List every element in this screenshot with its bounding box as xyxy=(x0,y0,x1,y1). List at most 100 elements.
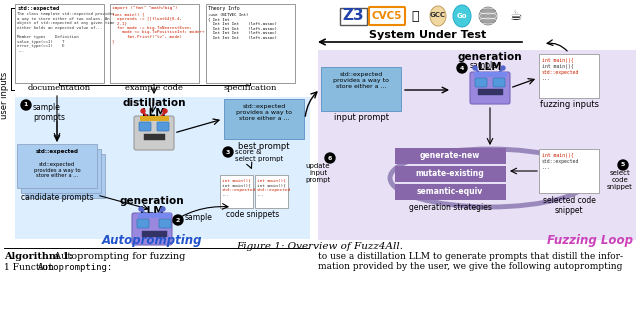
FancyBboxPatch shape xyxy=(255,175,287,208)
FancyBboxPatch shape xyxy=(539,54,599,98)
Text: generation strategies: generation strategies xyxy=(408,203,492,212)
FancyBboxPatch shape xyxy=(15,3,104,83)
FancyBboxPatch shape xyxy=(140,116,168,121)
Text: Figure 1: Overview of Fuzz4All.: Figure 1: Overview of Fuzz4All. xyxy=(237,242,403,251)
Text: 3: 3 xyxy=(226,150,230,154)
Text: update
input
prompt: update input prompt xyxy=(305,163,331,183)
Text: candidate prompts: candidate prompts xyxy=(20,193,93,202)
FancyBboxPatch shape xyxy=(17,144,97,188)
FancyBboxPatch shape xyxy=(318,50,636,240)
Text: int main(){: int main(){ xyxy=(222,178,251,182)
FancyBboxPatch shape xyxy=(539,149,599,193)
FancyBboxPatch shape xyxy=(157,122,169,131)
Text: ...: ... xyxy=(542,165,550,170)
Text: ...: ... xyxy=(222,193,230,197)
Text: semantic-equiv: semantic-equiv xyxy=(417,187,483,196)
Circle shape xyxy=(173,215,183,225)
FancyBboxPatch shape xyxy=(321,67,401,111)
Text: user inputs: user inputs xyxy=(1,71,10,119)
Circle shape xyxy=(473,66,477,70)
FancyBboxPatch shape xyxy=(493,78,505,87)
Text: std::expected
provides a way to
store either a ...: std::expected provides a way to store ei… xyxy=(34,156,80,178)
FancyBboxPatch shape xyxy=(141,231,166,236)
Text: ...: ... xyxy=(257,193,265,197)
Text: std::expected: std::expected xyxy=(35,149,79,154)
Text: ;use (BITVEC Int)
{ Int Int
  Int Int Int    (left-assoc)
  Int Int Int    (left: ;use (BITVEC Int) { Int Int Int Int Int … xyxy=(208,13,277,40)
FancyBboxPatch shape xyxy=(132,213,172,245)
Text: LLM: LLM xyxy=(142,108,166,118)
Text: generation: generation xyxy=(120,196,184,206)
Circle shape xyxy=(501,66,505,70)
Text: distillation: distillation xyxy=(122,98,186,108)
Text: documentation: documentation xyxy=(28,84,91,92)
Text: System Under Test: System Under Test xyxy=(369,30,486,40)
FancyBboxPatch shape xyxy=(205,3,294,83)
FancyBboxPatch shape xyxy=(25,154,105,198)
FancyBboxPatch shape xyxy=(137,219,149,228)
Text: sample
prompts: sample prompts xyxy=(33,103,65,122)
Text: int main(){: int main(){ xyxy=(257,183,286,187)
Text: int main(){: int main(){ xyxy=(222,183,251,187)
Circle shape xyxy=(161,207,165,211)
FancyBboxPatch shape xyxy=(394,184,506,200)
Circle shape xyxy=(223,147,233,157)
Circle shape xyxy=(163,109,167,113)
FancyBboxPatch shape xyxy=(470,72,510,104)
Text: fuzzing inputs: fuzzing inputs xyxy=(540,100,598,109)
Text: LLM: LLM xyxy=(478,62,502,72)
Text: std::expected: std::expected xyxy=(222,188,256,192)
Circle shape xyxy=(141,109,145,113)
Circle shape xyxy=(139,207,143,211)
Text: 5: 5 xyxy=(621,163,625,167)
Text: LLM: LLM xyxy=(140,206,164,216)
Text: std::expected: std::expected xyxy=(257,188,291,192)
Text: Theory Info: Theory Info xyxy=(208,6,239,11)
Text: 6: 6 xyxy=(328,155,332,160)
FancyBboxPatch shape xyxy=(15,97,310,239)
Text: Fuzzing Loop: Fuzzing Loop xyxy=(547,234,633,247)
Text: ☕: ☕ xyxy=(509,9,522,23)
Text: example code: example code xyxy=(125,84,183,92)
Text: 4: 4 xyxy=(460,66,464,70)
Text: func main() {
  operands := []float64{0.4,
  2.1}
  for mode := big.ToNearestEve: func main() { operands := []float64{0.4,… xyxy=(112,12,205,44)
Text: 🐓: 🐓 xyxy=(412,10,419,23)
Text: import ("fmt" "math/big"): import ("fmt" "math/big") xyxy=(112,6,178,10)
Ellipse shape xyxy=(430,6,446,26)
FancyBboxPatch shape xyxy=(143,133,164,139)
Text: 1 Function: 1 Function xyxy=(4,263,57,272)
Text: int main(){: int main(){ xyxy=(542,64,573,69)
Text: GCC: GCC xyxy=(430,12,446,18)
Text: 1: 1 xyxy=(24,103,28,108)
Text: int main(){: int main(){ xyxy=(257,178,286,182)
FancyBboxPatch shape xyxy=(21,149,101,193)
FancyBboxPatch shape xyxy=(134,116,174,150)
Text: Z3: Z3 xyxy=(342,9,364,23)
FancyBboxPatch shape xyxy=(224,99,304,139)
Circle shape xyxy=(618,160,628,170)
Text: mutate-existing: mutate-existing xyxy=(415,169,484,178)
Text: Autoprompting for fuzzing: Autoprompting for fuzzing xyxy=(51,252,186,261)
Text: std::expected
provides a way to
store either a ...: std::expected provides a way to store ei… xyxy=(236,104,292,121)
Circle shape xyxy=(325,153,335,163)
Circle shape xyxy=(21,100,31,110)
Text: sample: sample xyxy=(185,214,213,222)
Text: mation provided by the user, we give the following autoprompting: mation provided by the user, we give the… xyxy=(318,262,622,271)
Text: std::expected: std::expected xyxy=(17,6,60,11)
Text: sample: sample xyxy=(470,61,498,70)
Text: CVC5: CVC5 xyxy=(372,11,403,21)
FancyBboxPatch shape xyxy=(159,219,171,228)
FancyBboxPatch shape xyxy=(109,3,198,83)
FancyBboxPatch shape xyxy=(220,175,253,208)
Text: ...: ... xyxy=(542,76,550,81)
Ellipse shape xyxy=(453,5,471,27)
Text: Autoprompting: Autoprompting xyxy=(102,234,202,247)
Ellipse shape xyxy=(479,7,497,25)
Text: generation: generation xyxy=(458,52,522,62)
FancyBboxPatch shape xyxy=(477,88,502,95)
FancyBboxPatch shape xyxy=(339,7,367,24)
Text: std::expected: std::expected xyxy=(542,70,579,75)
FancyBboxPatch shape xyxy=(394,147,506,163)
Text: int main(){: int main(){ xyxy=(542,153,573,158)
Text: int main(){: int main(){ xyxy=(542,58,573,63)
Text: The class template std::expected provides
a way to store either of two values. A: The class template std::expected provide… xyxy=(17,12,115,53)
